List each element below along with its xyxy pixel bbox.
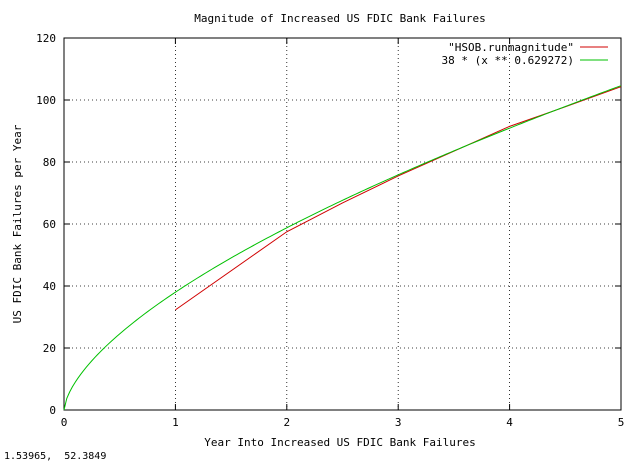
legend: "HSOB.runmagnitude"38 * (x ** 0.629272)	[442, 41, 608, 67]
x-tick-label: 3	[395, 416, 402, 429]
y-tick-label: 20	[43, 342, 56, 355]
legend-label-2: 38 * (x ** 0.629272)	[442, 54, 574, 67]
x-tick-label: 1	[172, 416, 179, 429]
y-tick-label: 0	[49, 404, 56, 417]
y-axis-label: US FDIC Bank Failures per Year	[11, 124, 24, 323]
y-tick-label: 120	[36, 32, 56, 45]
axis-ticks	[63, 37, 622, 411]
x-tick-label: 2	[283, 416, 290, 429]
legend-label-1: "HSOB.runmagnitude"	[448, 41, 574, 54]
coordinate-readout: 1.53965, 52.3849	[4, 451, 107, 462]
chart-title: Magnitude of Increased US FDIC Bank Fail…	[194, 12, 485, 25]
y-tick-labels: 0 20 40 60 80 100 120	[36, 32, 56, 417]
y-tick-label: 60	[43, 218, 56, 231]
grid	[64, 38, 621, 410]
y-tick-label: 100	[36, 94, 56, 107]
plot-frame	[63, 37, 622, 411]
series-layer	[63, 85, 622, 411]
y-tick-label: 80	[43, 156, 56, 169]
x-tick-labels: 0 1 2 3 4 5	[61, 416, 625, 429]
x-tick-label: 4	[506, 416, 513, 429]
x-axis-label: Year Into Increased US FDIC Bank Failure…	[204, 436, 476, 449]
y-tick-label: 40	[43, 280, 56, 293]
series-line-2	[63, 85, 622, 411]
x-tick-label: 5	[618, 416, 625, 429]
x-tick-label: 0	[61, 416, 68, 429]
